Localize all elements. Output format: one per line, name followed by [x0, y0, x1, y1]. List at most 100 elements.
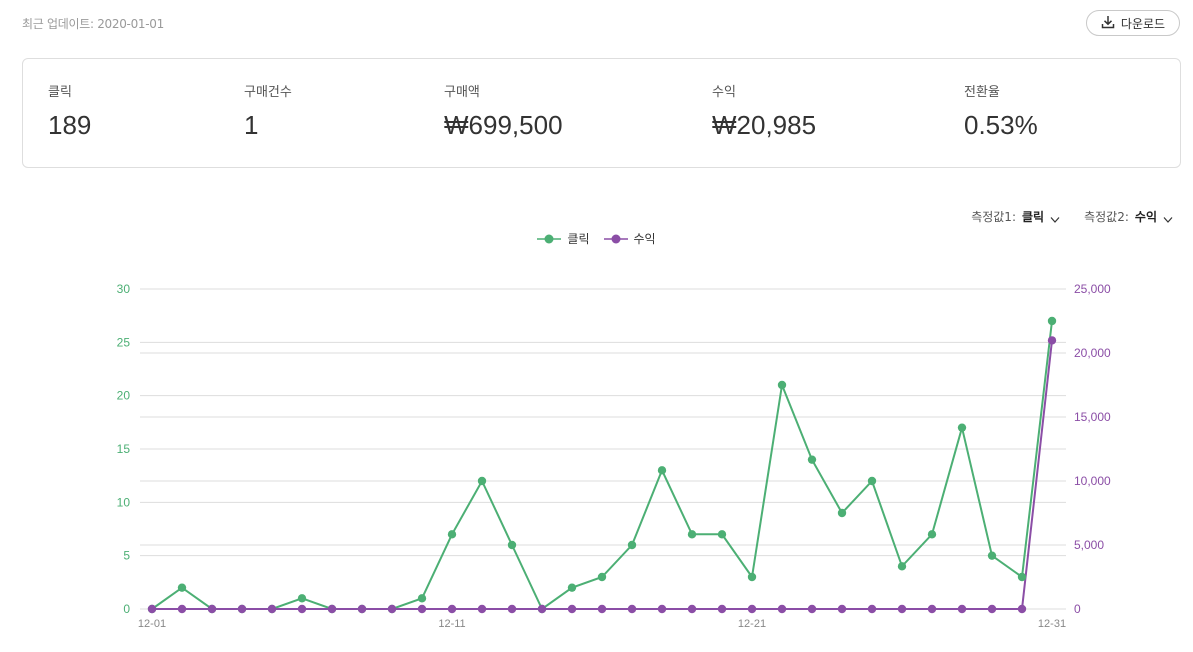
series-line-clicks: [151, 320, 1053, 611]
stat-value: 0.53%: [964, 110, 1038, 140]
data-point-clicks: [417, 594, 427, 603]
stat-purchase-amount: 구매액 ₩699,500: [444, 81, 563, 141]
download-icon: [1101, 15, 1115, 32]
data-point-revenue: [297, 604, 307, 614]
series-line-revenue: [152, 340, 1053, 610]
data-point-clicks: [507, 540, 517, 550]
measure2-value: 수익: [1134, 210, 1157, 224]
data-point-revenue: [537, 604, 547, 614]
y-right-tick-label: 5,000: [1074, 538, 1104, 552]
data-point-revenue: [177, 604, 187, 614]
data-point-clicks: [597, 572, 607, 582]
data-point-revenue: [657, 604, 667, 614]
data-point-clicks: [297, 594, 307, 603]
data-point-clicks: [1017, 572, 1027, 582]
data-point-clicks: [807, 455, 817, 464]
data-point-revenue: [447, 604, 457, 614]
data-point-revenue: [207, 604, 217, 614]
y-left-tick-label: 20: [117, 389, 131, 403]
stat-clicks: 클릭 189: [48, 81, 91, 141]
x-tick-label: 12-21: [738, 618, 766, 630]
data-point-clicks: [657, 466, 667, 475]
download-button[interactable]: 다운로드: [1086, 10, 1180, 36]
data-point-clicks: [867, 476, 877, 486]
stat-purchases: 구매건수 1: [244, 81, 292, 141]
data-point-clicks: [747, 572, 757, 582]
data-point-clicks: [927, 530, 937, 539]
data-point-clicks: [837, 508, 847, 518]
data-point-clicks: [567, 583, 577, 592]
y-left-tick-label: 5: [123, 549, 130, 563]
data-point-revenue: [867, 604, 877, 614]
data-point-revenue: [237, 604, 247, 614]
data-point-revenue: [747, 604, 757, 614]
measure1-dropdown[interactable]: 측정값1: 클릭: [971, 208, 1060, 225]
stat-revenue: 수익 ₩20,985: [712, 81, 816, 141]
data-point-revenue: [567, 604, 577, 614]
legend-item-revenue[interactable]: 수익: [603, 230, 656, 247]
data-point-revenue: [387, 604, 397, 614]
data-point-clicks: [627, 540, 637, 550]
data-point-revenue: [597, 604, 607, 614]
data-point-clicks: [1047, 316, 1057, 326]
y-left-tick-label: 15: [117, 442, 131, 456]
data-point-revenue: [837, 604, 847, 614]
data-point-revenue: [777, 604, 787, 614]
y-left-tick-label: 30: [117, 282, 131, 296]
data-point-clicks: [957, 423, 967, 432]
stat-label: 구매액: [444, 85, 480, 100]
data-point-revenue: [267, 604, 277, 614]
y-left-tick-label: 10: [117, 495, 131, 509]
stat-label: 전환율: [964, 85, 1000, 100]
legend-item-clicks[interactable]: 클릭: [537, 230, 590, 247]
data-point-revenue: [717, 604, 727, 614]
data-point-revenue: [1017, 604, 1027, 614]
stat-label: 수익: [712, 85, 736, 100]
legend-label: 클릭: [567, 232, 590, 246]
x-tick-label: 12-01: [138, 618, 166, 630]
data-point-revenue: [927, 604, 937, 614]
data-point-clicks: [447, 530, 457, 539]
stat-value: ₩699,500: [444, 110, 563, 140]
y-left-tick-label: 25: [117, 335, 131, 349]
data-point-clicks: [687, 530, 697, 539]
data-point-clicks: [897, 562, 907, 571]
data-point-revenue: [807, 604, 817, 614]
stat-conversion-rate: 전환율 0.53%: [964, 81, 1038, 141]
data-point-revenue: [357, 604, 367, 614]
data-point-revenue: [1047, 336, 1057, 345]
stat-label: 구매건수: [244, 85, 292, 100]
data-point-clicks: [717, 530, 727, 539]
stat-label: 클릭: [48, 85, 72, 100]
data-point-clicks: [177, 583, 187, 592]
data-point-clicks: [477, 476, 487, 486]
data-point-revenue: [957, 604, 967, 614]
stats-card: 클릭 189 구매건수 1 구매액 ₩699,500 수익 ₩20,985 전환…: [22, 58, 1181, 168]
data-point-revenue: [897, 604, 907, 614]
data-point-revenue: [987, 604, 997, 614]
last-updated: 최근 업데이트: 2020-01-01: [22, 17, 164, 31]
measure1-value: 클릭: [1022, 210, 1045, 224]
data-point-revenue: [417, 604, 427, 614]
y-right-tick-label: 25,000: [1074, 282, 1111, 296]
legend-label: 수익: [633, 232, 656, 246]
stat-value: 1: [244, 110, 259, 140]
data-point-revenue: [147, 604, 157, 614]
stat-value: ₩20,985: [712, 110, 817, 140]
data-point-revenue: [477, 604, 487, 614]
y-right-tick-label: 20,000: [1074, 346, 1111, 360]
y-right-tick-label: 10,000: [1074, 474, 1111, 488]
data-point-revenue: [687, 604, 697, 614]
y-left-tick-label: 0: [123, 602, 130, 616]
data-point-revenue: [327, 604, 337, 614]
measure1-label: 측정값1:: [971, 210, 1016, 224]
data-point-clicks: [987, 551, 997, 560]
data-point-clicks: [777, 380, 787, 390]
chevron-down-icon: [1050, 213, 1060, 223]
measure2-dropdown[interactable]: 측정값2: 수익: [1084, 208, 1173, 225]
chevron-down-icon: [1163, 213, 1173, 223]
measure2-label: 측정값2:: [1084, 210, 1129, 224]
data-point-revenue: [627, 604, 637, 614]
download-label: 다운로드: [1120, 16, 1166, 31]
